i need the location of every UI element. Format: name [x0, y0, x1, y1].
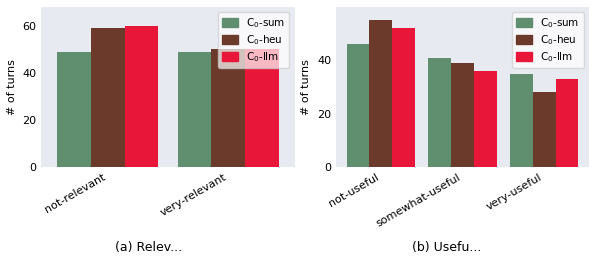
- Bar: [212, 49, 245, 167]
- Bar: [91, 28, 125, 167]
- Text: (a) Relev...: (a) Relev...: [116, 241, 182, 254]
- Y-axis label: # of turns: # of turns: [302, 59, 312, 115]
- Bar: [533, 92, 555, 167]
- Bar: [370, 20, 392, 167]
- Legend: C$_0$-sum, C$_0$-heu, C$_0$-llm: C$_0$-sum, C$_0$-heu, C$_0$-llm: [513, 12, 584, 68]
- Bar: [125, 26, 159, 167]
- Bar: [451, 63, 474, 167]
- Text: (b) Usefu...: (b) Usefu...: [412, 241, 482, 254]
- Legend: C$_0$-sum, C$_0$-heu, C$_0$-llm: C$_0$-sum, C$_0$-heu, C$_0$-llm: [218, 12, 289, 68]
- Bar: [392, 28, 415, 167]
- Bar: [178, 52, 212, 167]
- Bar: [510, 74, 533, 167]
- Bar: [429, 58, 451, 167]
- Bar: [474, 71, 497, 167]
- Bar: [555, 79, 579, 167]
- Y-axis label: # of turns: # of turns: [7, 59, 17, 115]
- Bar: [57, 52, 91, 167]
- Bar: [347, 44, 370, 167]
- Bar: [245, 49, 279, 167]
